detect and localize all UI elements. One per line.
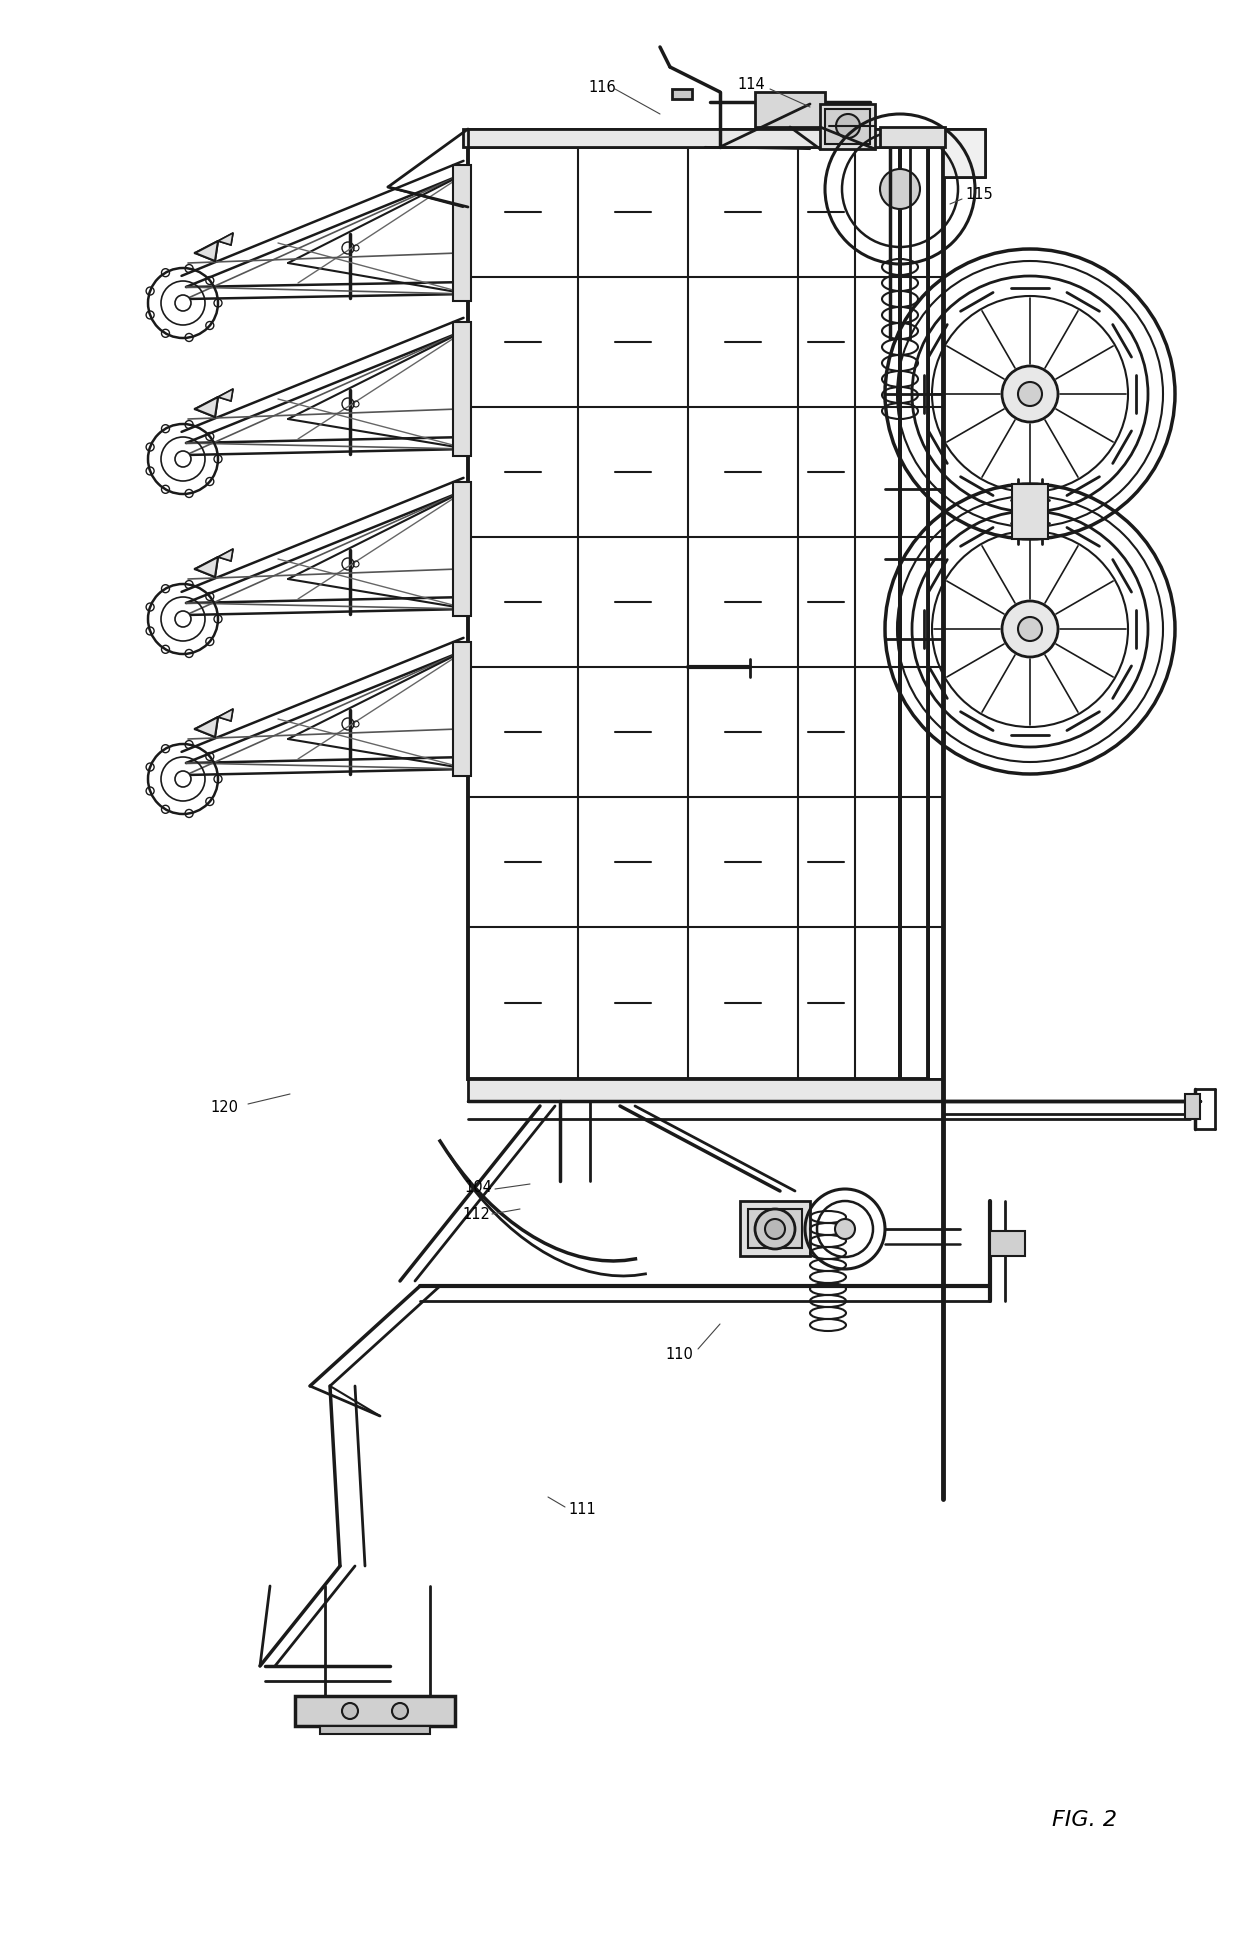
Text: 112: 112: [463, 1206, 490, 1222]
Circle shape: [765, 1220, 785, 1239]
Text: 120: 120: [210, 1101, 238, 1114]
Circle shape: [835, 1220, 856, 1239]
Bar: [467, 129, 942, 149]
Bar: [453, 323, 471, 457]
Circle shape: [392, 1703, 408, 1718]
Circle shape: [342, 1703, 358, 1718]
Bar: [295, 1697, 455, 1726]
Bar: [453, 643, 471, 776]
Circle shape: [1018, 618, 1042, 641]
Bar: [453, 166, 471, 301]
Bar: [900, 149, 928, 1079]
Circle shape: [1002, 368, 1058, 422]
Text: 116: 116: [588, 80, 616, 96]
Circle shape: [755, 1210, 795, 1249]
Circle shape: [175, 772, 191, 788]
Bar: [467, 1079, 942, 1101]
Bar: [928, 149, 942, 1079]
Bar: [1185, 1095, 1200, 1120]
Circle shape: [175, 452, 191, 467]
Bar: [1012, 485, 1048, 540]
Polygon shape: [942, 129, 985, 178]
Polygon shape: [218, 389, 233, 403]
Bar: [820, 106, 875, 151]
Text: FIG. 2: FIG. 2: [1053, 1808, 1117, 1830]
Circle shape: [175, 295, 191, 313]
Bar: [463, 129, 942, 149]
Text: 104: 104: [464, 1181, 492, 1195]
Bar: [825, 109, 870, 145]
Polygon shape: [195, 397, 218, 418]
Bar: [320, 1726, 430, 1734]
Circle shape: [880, 170, 920, 209]
Bar: [755, 94, 825, 127]
Polygon shape: [218, 710, 233, 721]
Polygon shape: [195, 557, 218, 579]
Bar: [453, 483, 471, 616]
Text: 111: 111: [568, 1501, 595, 1517]
Polygon shape: [218, 549, 233, 561]
Text: 115: 115: [965, 188, 993, 203]
Circle shape: [175, 612, 191, 628]
Polygon shape: [195, 717, 218, 737]
Text: 110: 110: [665, 1347, 693, 1363]
Text: 114: 114: [738, 78, 765, 92]
Bar: [990, 1232, 1025, 1257]
Circle shape: [1018, 383, 1042, 407]
Bar: [672, 90, 692, 100]
Circle shape: [1002, 602, 1058, 657]
Bar: [880, 127, 945, 149]
Bar: [740, 1202, 810, 1257]
Circle shape: [836, 115, 861, 139]
Bar: [748, 1210, 802, 1249]
Polygon shape: [218, 235, 233, 246]
Bar: [467, 149, 900, 1079]
Polygon shape: [195, 242, 218, 262]
